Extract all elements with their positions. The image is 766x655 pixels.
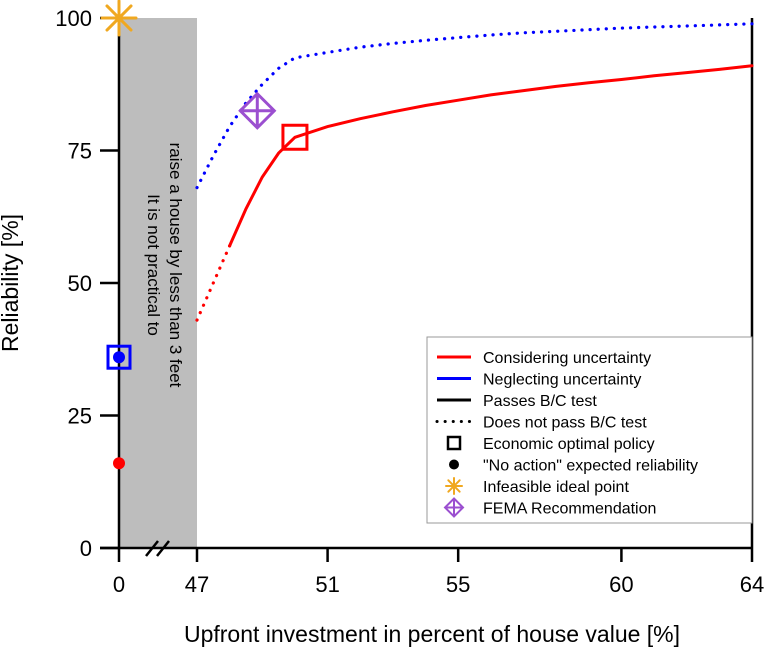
x-tick-label: 60	[609, 572, 633, 597]
axis-break-mark	[156, 540, 170, 557]
y-tick-label: 25	[68, 404, 92, 429]
axis-break-mark	[145, 540, 159, 557]
impractical-region-label-2: raise a house by less than 3 feet	[166, 143, 185, 388]
legend-label: Does not pass B/C test	[483, 415, 647, 432]
x-tick-label: 64	[740, 572, 764, 597]
marker-layer	[100, 0, 309, 470]
x-tick-label: 0	[113, 572, 125, 597]
series-line-considering-uncertainty	[228, 64, 754, 248]
y-axis-label: Reliability [%]	[0, 214, 23, 352]
ideal-point-star	[100, 0, 138, 37]
x-axis-label: Upfront investment in percent of house v…	[184, 621, 680, 647]
legend: Considering uncertainty Neglecting uncert…	[426, 336, 753, 524]
optimal-policy-marker	[106, 344, 132, 370]
y-tick-label: 100	[55, 6, 92, 31]
legend-swatch-diamond	[443, 497, 465, 518]
impractical-region-label-1: It is not practical to	[144, 194, 163, 336]
legend-swatch-star	[445, 477, 463, 495]
series-line-neglecting-uncertainty	[195, 22, 754, 190]
impractical-region	[119, 18, 197, 548]
fema-recommendation-marker	[238, 91, 277, 130]
x-tick-label: 51	[315, 572, 339, 597]
legend-swatch-dot	[449, 459, 459, 470]
star-ray	[105, 4, 133, 32]
y-tick-label: 0	[80, 536, 92, 561]
y-tick-label: 50	[68, 271, 92, 296]
no-action-point	[113, 457, 125, 470]
x-tick-label: 47	[185, 572, 209, 597]
optimal-policy-marker	[281, 123, 309, 151]
legend-label: "No action" expected reliability	[483, 458, 698, 475]
x-tick-label: 55	[446, 572, 470, 597]
legend-label: Considering uncertainty	[483, 350, 651, 367]
y-tick-label: 75	[68, 139, 92, 164]
series-line-considering-uncertainty	[195, 244, 232, 322]
legend-swatch-square	[446, 435, 462, 451]
series-layer	[195, 22, 754, 322]
legend-label: Infeasible ideal point	[483, 479, 629, 496]
no-action-point	[113, 351, 125, 364]
legend-label: Economic optimal policy	[483, 436, 655, 453]
star-ray	[447, 479, 461, 493]
legend-label: FEMA Recommendation	[483, 501, 656, 518]
legend-box	[426, 336, 753, 524]
legend-label: Neglecting uncertainty	[483, 372, 641, 389]
legend-label: Passes B/C test	[483, 393, 597, 410]
